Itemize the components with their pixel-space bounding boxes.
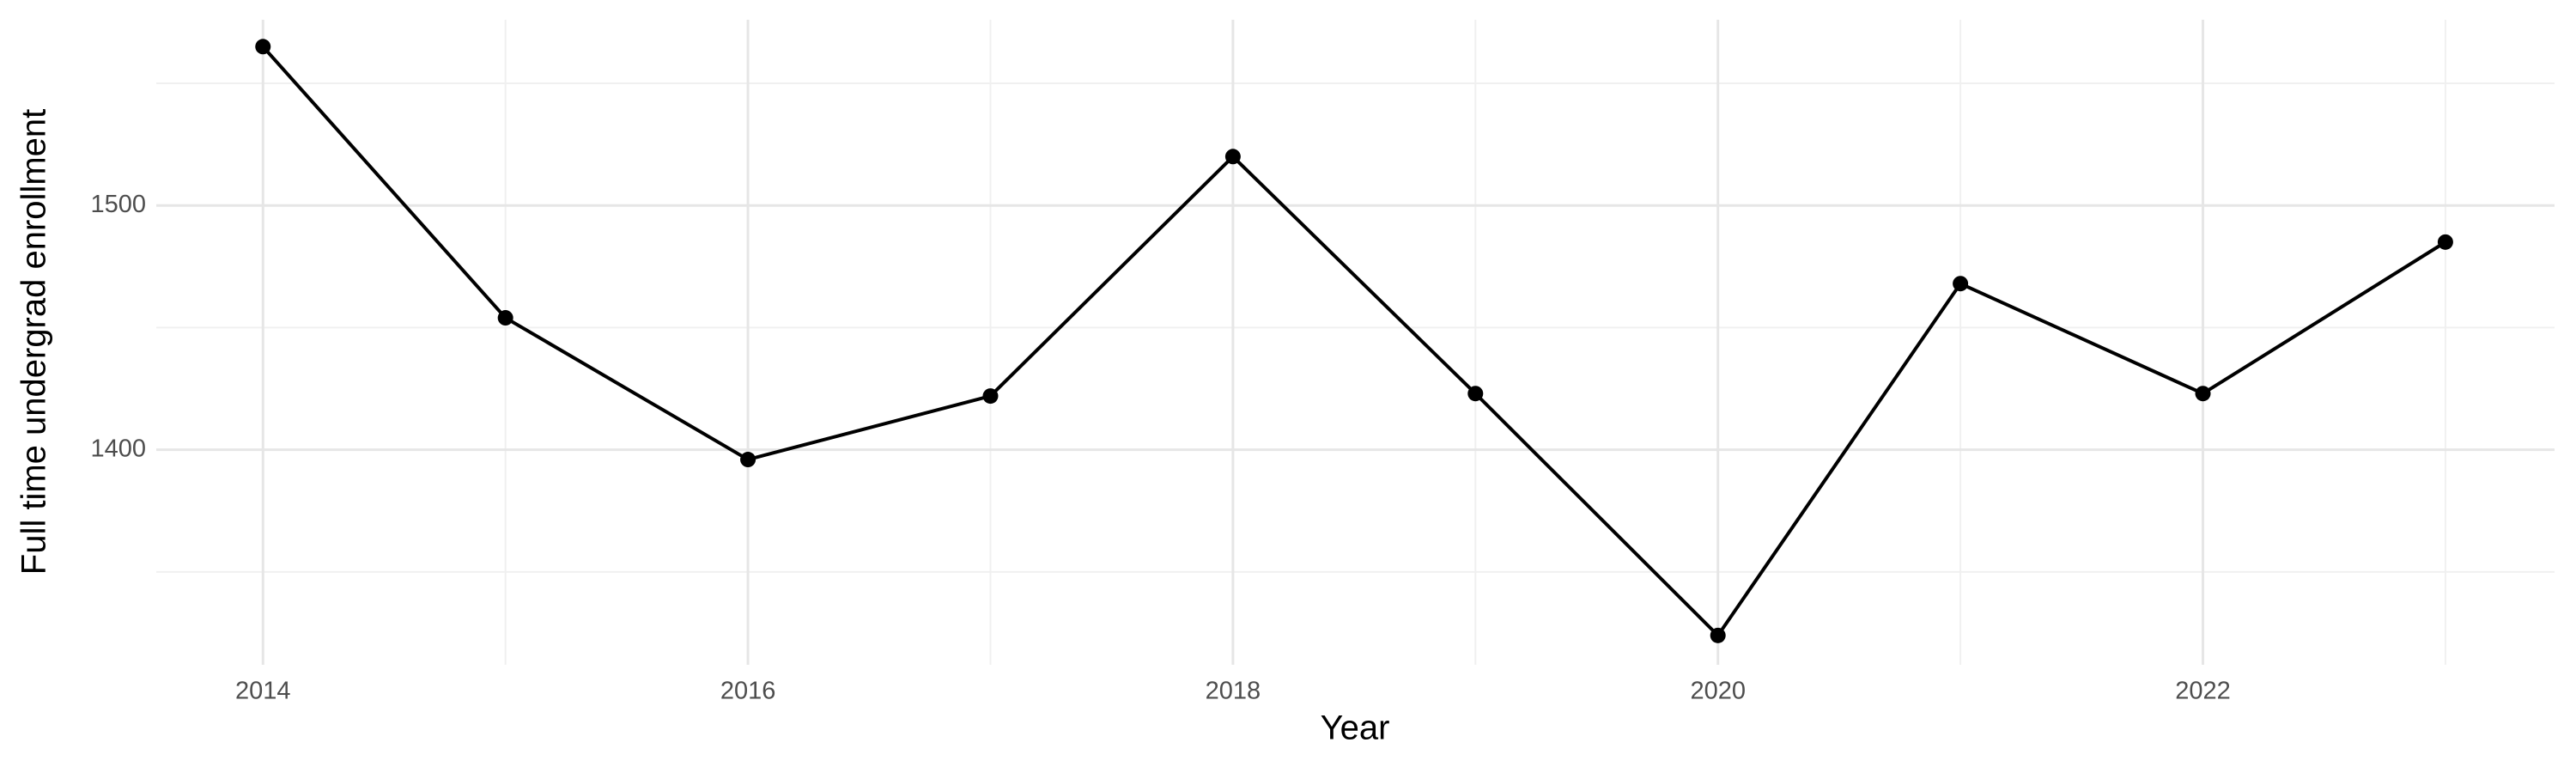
point bbox=[255, 39, 271, 55]
point bbox=[2195, 386, 2211, 402]
point bbox=[1710, 627, 1726, 643]
point bbox=[2437, 234, 2453, 250]
point bbox=[1224, 149, 1241, 165]
y-tick-label: 1400 bbox=[90, 435, 146, 462]
point bbox=[740, 452, 756, 468]
line bbox=[261, 45, 2446, 637]
x-axis-title: Year bbox=[1321, 709, 1390, 747]
x-tick-label: 2018 bbox=[1206, 678, 1261, 705]
point bbox=[1467, 386, 1484, 402]
x-tick-label: 2016 bbox=[720, 678, 776, 705]
y-tick-label: 1500 bbox=[90, 191, 146, 218]
point bbox=[982, 388, 999, 405]
point bbox=[1953, 276, 1969, 292]
y-axis-title: Full time undergrad enrollment bbox=[15, 109, 53, 575]
point bbox=[497, 310, 513, 326]
x-tick-label: 2022 bbox=[2175, 678, 2231, 705]
x-tick-label: 2014 bbox=[235, 678, 291, 705]
x-tick-label: 2020 bbox=[1690, 678, 1746, 705]
